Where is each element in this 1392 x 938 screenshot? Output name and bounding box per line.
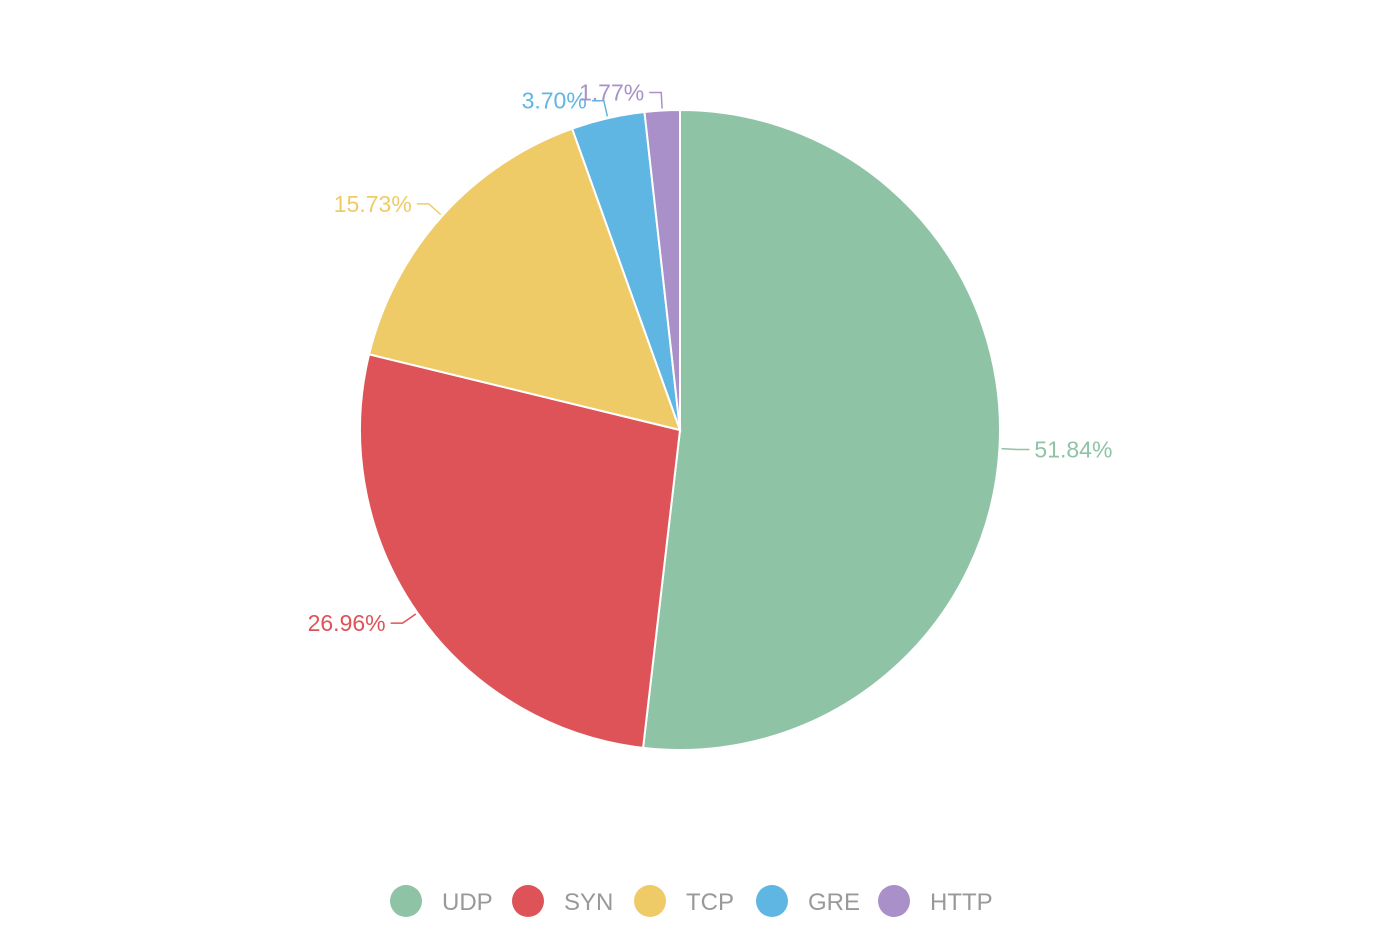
legend-marker-http — [878, 885, 910, 917]
legend-item-tcp[interactable]: TCP — [634, 885, 734, 917]
label-leader-lines — [390, 91, 1030, 624]
leader-line-udp — [1001, 447, 1030, 451]
slice-label-http: 1.77% — [579, 80, 644, 106]
slice-label-tcp: 15.73% — [334, 191, 412, 217]
slice-labels: 51.84% 26.96% 15.73% 3.70%1.77% — [308, 80, 1113, 637]
legend: UDP SYN TCP GRE HTTP — [390, 885, 993, 917]
leader-line-syn — [390, 613, 417, 624]
pie-slice-syn — [359, 353, 682, 749]
pie-slice-tcp — [367, 127, 682, 432]
legend-marker-gre — [756, 885, 788, 917]
legend-marker-syn — [512, 885, 544, 917]
slice-label-udp: 51.84% — [1034, 437, 1112, 463]
leader-line-gre — [591, 99, 609, 117]
legend-marker-tcp — [634, 885, 666, 917]
legend-label-gre: GRE — [808, 889, 860, 916]
legend-item-udp[interactable]: UDP — [390, 885, 493, 917]
leader-line-tcp — [416, 203, 442, 216]
slice-label-syn: 26.96% — [308, 610, 386, 636]
pie-slices — [359, 108, 1001, 751]
legend-item-syn[interactable]: SYN — [512, 885, 613, 917]
pie-slice-http — [643, 108, 681, 431]
slice-label-gre: 3.70% — [522, 88, 587, 114]
pie-slice-udp — [641, 108, 1001, 751]
legend-marker-udp — [390, 885, 422, 917]
legend-label-tcp: TCP — [686, 889, 734, 916]
legend-label-syn: SYN — [564, 889, 613, 916]
leader-line-http — [649, 91, 663, 109]
legend-item-gre[interactable]: GRE — [756, 885, 860, 917]
legend-item-http[interactable]: HTTP — [878, 885, 993, 917]
legend-label-udp: UDP — [442, 889, 493, 916]
legend-label-http: HTTP — [930, 889, 993, 916]
